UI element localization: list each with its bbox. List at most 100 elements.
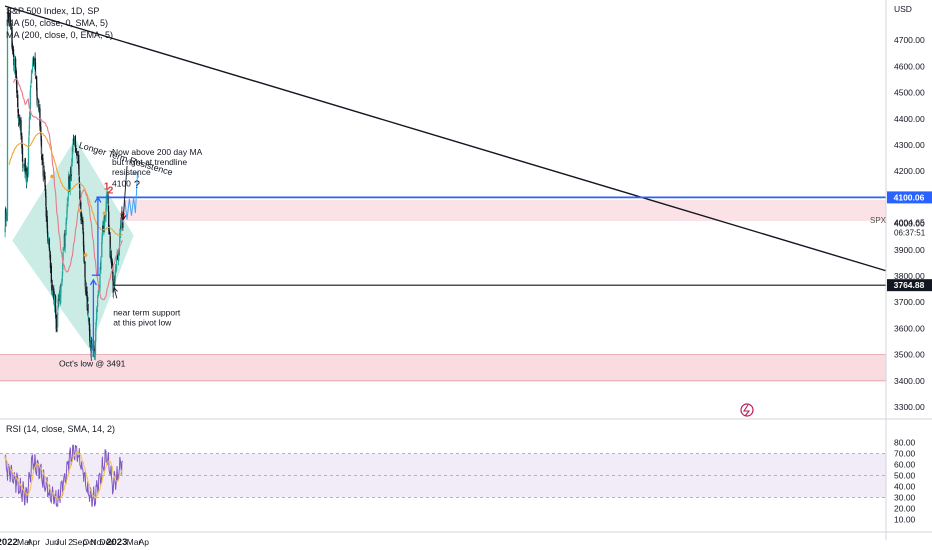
candle-body [84,261,86,278]
arrow-to-touch-3 [122,165,128,220]
candle-body [87,316,89,318]
candle-body [75,145,77,152]
candle-body [87,304,89,316]
rsi-tick-label: 50.00 [894,471,916,481]
candle-body [100,258,102,270]
support-zone [0,354,886,381]
candle-body [54,295,56,307]
candle-body [97,289,100,294]
candle-body [42,158,44,166]
arrow-to-pivot-low-head [112,286,118,293]
candle-body [5,212,7,220]
badge-support-text: 3764.88 [894,280,925,290]
candle-body [17,108,19,113]
candles [4,6,124,361]
price-tick-label: 4300.00 [894,140,925,150]
candle-body [32,58,35,64]
time-tick-label: Mar [127,537,142,547]
candle-body [39,108,41,127]
candle-body [83,251,85,262]
rsi-tick-label: 10.00 [894,515,916,525]
candle-body [30,70,33,84]
arrow-to-touch-3-head [120,214,127,221]
candle-body [108,230,110,235]
rsi-tick-label: 70.00 [894,449,916,459]
candle-body [109,235,111,257]
rsi-tick-label: 30.00 [894,493,916,503]
candle-body [19,125,21,128]
candle-body [102,226,104,232]
time-tick-label: 2023 [106,537,127,548]
candle-body [96,300,99,307]
price-tick-label: 4600.00 [894,61,925,71]
flash-icon [740,403,754,417]
price-tick-label: 4000.00 [894,219,925,229]
candle-body [96,309,98,320]
candle-body [117,251,120,262]
candle-body [64,235,66,249]
price-tick-label: 3500.00 [894,350,925,360]
signal-marker [77,208,82,213]
touch-3-label: 3 [120,212,126,223]
candle-body [21,147,24,162]
candle-body [95,327,97,341]
candle-body [105,197,107,210]
candle-body [34,62,37,76]
candle-body [11,47,14,51]
rsi-legend-label[interactable]: RSI (14, close, SMA, 14, 2) [6,424,116,434]
candle-body [60,285,62,293]
candle-body [65,222,67,235]
price-tick-label: 3900.00 [894,245,925,255]
rsi-tick-label: 60.00 [894,460,916,470]
rsi-legend: RSI (14, close, SMA, 14, 2) [6,423,115,435]
candle-body [61,279,63,286]
overlays [4,5,887,357]
candle-body [56,318,58,328]
candle-body [40,126,42,135]
candle-body [14,58,17,74]
candle-body [27,145,30,164]
candle-body [48,239,50,248]
diamond-pattern [12,138,134,350]
time-tick-label: 2022 [0,537,18,548]
candle-body [17,94,19,107]
ma200-legend[interactable]: MA (200, close, 0, EMA, 5) [6,30,114,40]
candle-body [110,250,112,257]
measured-move-1-head [89,278,97,286]
candle-body [79,190,81,201]
candle-body [9,24,12,26]
candle-body [47,237,49,241]
candle-body [78,176,80,182]
candle-body [54,295,57,312]
candle-body [69,178,71,191]
measured-move-2-head [94,196,102,203]
time-tick-label: Jun [45,537,59,547]
ma50-legend[interactable]: MA (50, close, 0, SMA, 5) [6,18,109,28]
candle-body [7,11,10,20]
touch-2-label: 2 [108,185,114,196]
candle-body [73,142,76,144]
candle-body [35,74,37,76]
candle-body [97,295,99,299]
candle-body [11,27,13,48]
price-tick-label: 4200.00 [894,166,925,176]
rsi-tick-label: 40.00 [894,482,916,492]
symbol-legend[interactable]: S&P 500 Index, 1D, SP [6,6,100,16]
candle-body [37,101,39,103]
candle-body [72,143,74,152]
candle-body [82,232,85,246]
candle-body [27,162,29,176]
candle-body [110,257,113,264]
candle-body [6,14,9,216]
resistance-zone [122,200,886,221]
badge-current-text: 4004.65 [894,217,925,227]
candle-body [114,268,117,270]
candle-body [78,165,80,176]
time-tick-label: Jul [56,537,67,547]
candle-body [91,345,94,347]
candle-body [90,352,93,358]
candle-body [91,348,93,351]
symbol-tag: SPX [870,216,887,225]
candle-body [115,263,118,271]
